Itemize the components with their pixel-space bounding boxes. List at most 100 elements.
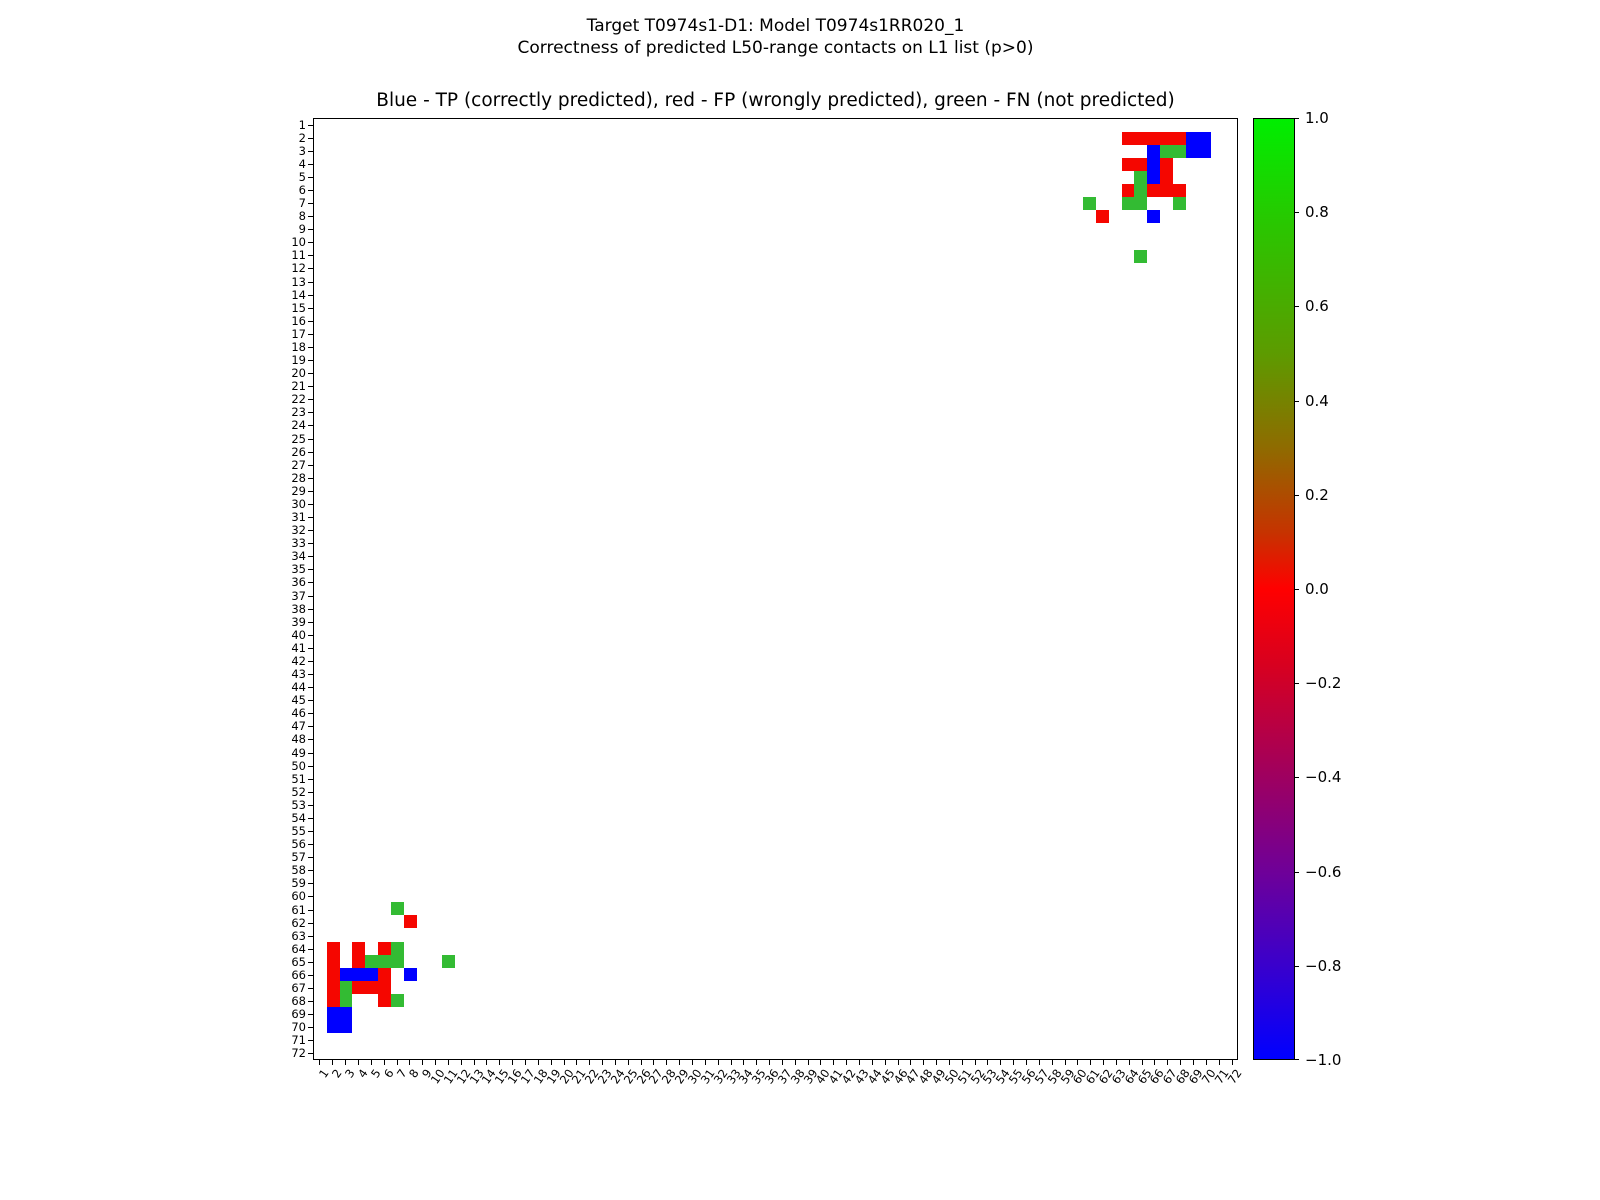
contact-cell xyxy=(352,942,365,955)
y-tick-label: 8 xyxy=(298,209,306,223)
colorbar-tick-label: 0.2 xyxy=(1305,486,1329,504)
y-tick-label: 9 xyxy=(298,222,306,236)
contact-cell xyxy=(1160,132,1173,145)
y-axis-tick xyxy=(308,282,313,283)
y-tick-label: 49 xyxy=(291,746,306,760)
y-axis-tick xyxy=(308,949,313,950)
y-axis-tick xyxy=(308,766,313,767)
x-axis-tick xyxy=(486,1060,487,1065)
x-axis-tick xyxy=(820,1060,821,1065)
contact-cell xyxy=(1122,184,1134,197)
y-axis-tick xyxy=(308,569,313,570)
colorbar-tick-label: 0.6 xyxy=(1305,297,1329,315)
x-axis-tick xyxy=(923,1060,924,1065)
x-axis-tick xyxy=(1039,1060,1040,1065)
y-tick-label: 48 xyxy=(291,732,306,746)
y-axis-tick xyxy=(308,700,313,701)
y-tick-label: 24 xyxy=(291,418,306,432)
x-axis-tick xyxy=(910,1060,911,1065)
y-axis-tick xyxy=(308,491,313,492)
y-axis-tick xyxy=(308,831,313,832)
contact-cell xyxy=(378,994,391,1007)
y-axis-tick xyxy=(308,242,313,243)
contact-cell xyxy=(404,968,417,981)
colorbar-tick xyxy=(1295,1059,1299,1060)
x-axis-tick xyxy=(756,1060,757,1065)
y-tick-label: 35 xyxy=(291,562,306,576)
y-tick-label: 61 xyxy=(291,903,306,917)
x-axis-tick xyxy=(705,1060,706,1065)
x-axis-tick xyxy=(371,1060,372,1065)
y-axis-tick xyxy=(308,308,313,309)
y-tick-label: 21 xyxy=(291,379,306,393)
y-axis-tick xyxy=(308,609,313,610)
colorbar-tick-label: −0.8 xyxy=(1305,957,1342,975)
y-tick-label: 36 xyxy=(291,575,306,589)
y-tick-label: 5 xyxy=(298,170,306,184)
y-tick-label: 3 xyxy=(298,144,306,158)
x-axis-tick xyxy=(936,1060,937,1065)
y-axis-tick xyxy=(308,792,313,793)
y-tick-label: 38 xyxy=(291,602,306,616)
y-axis-tick xyxy=(308,805,313,806)
x-axis-tick xyxy=(602,1060,603,1065)
y-axis-tick xyxy=(308,439,313,440)
y-axis-tick xyxy=(308,164,313,165)
y-axis-tick xyxy=(308,177,313,178)
y-tick-label: 59 xyxy=(291,876,306,890)
y-axis-tick xyxy=(308,216,313,217)
y-tick-label: 20 xyxy=(291,366,306,380)
contact-cell xyxy=(378,955,391,968)
colorbar-tick-label: −0.6 xyxy=(1305,863,1342,881)
contact-cell xyxy=(1096,210,1109,223)
x-axis-tick xyxy=(1065,1060,1066,1065)
y-tick-label: 11 xyxy=(291,248,306,262)
y-axis-tick xyxy=(308,321,313,322)
x-axis-tick xyxy=(589,1060,590,1065)
y-tick-label: 13 xyxy=(291,275,306,289)
x-axis-tick xyxy=(1116,1060,1117,1065)
x-axis-tick xyxy=(525,1060,526,1065)
colorbar-tick xyxy=(1295,212,1299,213)
y-tick-label: 29 xyxy=(291,484,306,498)
contact-cell xyxy=(327,981,340,994)
x-axis-tick xyxy=(641,1060,642,1065)
contact-cell xyxy=(391,942,404,955)
x-axis-tick xyxy=(782,1060,783,1065)
colorbar-tick xyxy=(1295,872,1299,873)
y-tick-label: 68 xyxy=(291,994,306,1008)
y-axis-tick xyxy=(308,138,313,139)
y-axis-tick xyxy=(308,412,313,413)
contact-cell xyxy=(391,994,404,1007)
x-axis-tick xyxy=(1000,1060,1001,1065)
x-axis-tick xyxy=(384,1060,385,1065)
colorbar-tick xyxy=(1295,306,1299,307)
contact-cell xyxy=(1173,197,1186,210)
y-tick-label: 7 xyxy=(298,196,306,210)
y-tick-label: 67 xyxy=(291,981,306,995)
x-axis-tick xyxy=(332,1060,333,1065)
y-axis-tick xyxy=(308,190,313,191)
y-axis-tick xyxy=(308,596,313,597)
y-axis-tick xyxy=(308,530,313,531)
x-axis-tick xyxy=(1193,1060,1194,1065)
y-tick-label: 64 xyxy=(291,942,306,956)
x-axis-tick xyxy=(833,1060,834,1065)
x-axis-tick xyxy=(769,1060,770,1065)
y-axis-tick xyxy=(308,896,313,897)
y-axis-tick xyxy=(308,936,313,937)
y-axis-tick xyxy=(308,255,313,256)
y-tick-label: 46 xyxy=(291,706,306,720)
y-axis-tick xyxy=(308,504,313,505)
y-tick-label: 27 xyxy=(291,458,306,472)
contact-cell xyxy=(1147,210,1160,223)
contact-cell xyxy=(378,981,391,994)
y-tick-label: 17 xyxy=(291,327,306,341)
contact-cell xyxy=(340,1020,352,1033)
x-axis-tick xyxy=(692,1060,693,1065)
contact-cell xyxy=(1160,171,1173,184)
y-tick-label: 15 xyxy=(291,301,306,315)
y-tick-label: 26 xyxy=(291,445,306,459)
contact-cell xyxy=(327,968,340,981)
